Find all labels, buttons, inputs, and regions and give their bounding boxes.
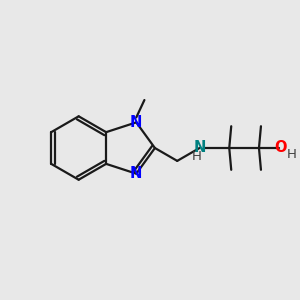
Text: N: N — [130, 166, 142, 181]
Text: H: H — [287, 148, 297, 161]
Text: N: N — [130, 115, 142, 130]
Text: O: O — [274, 140, 287, 154]
Text: N: N — [193, 140, 206, 154]
Text: H: H — [192, 150, 202, 164]
